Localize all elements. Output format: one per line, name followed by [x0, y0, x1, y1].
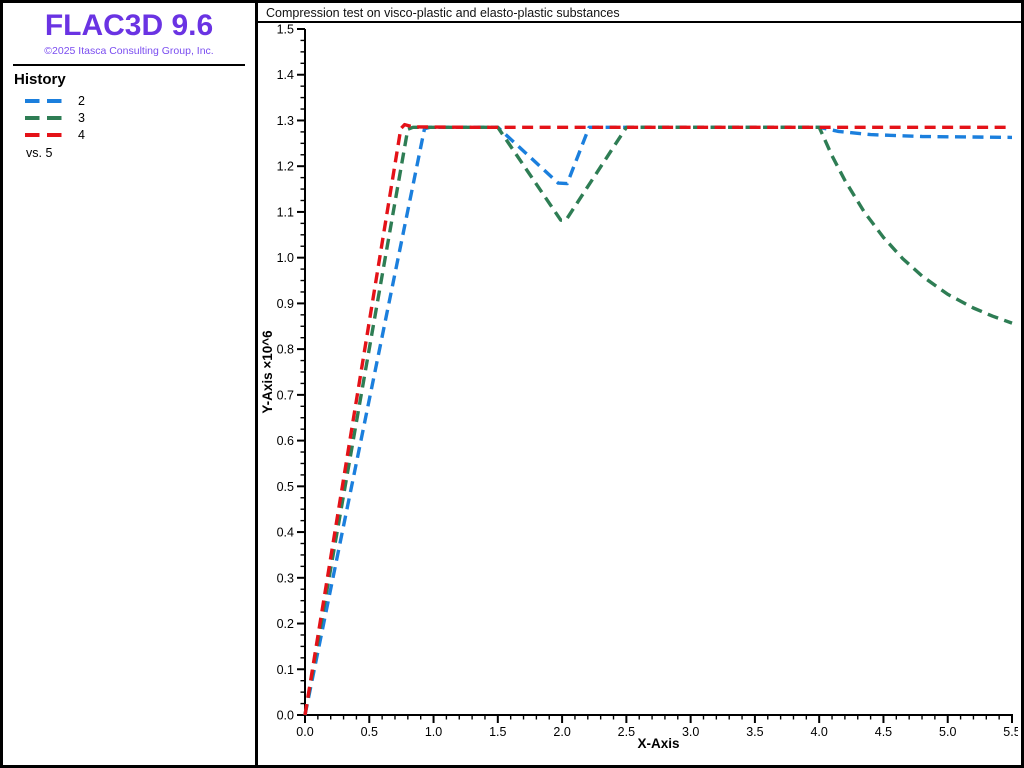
plot-region: 0.0 0.5 1.0 1.5 2.0 2.5 3.0 3.5 4.0 4.5 5.0 5.5 0.0 0…: [258, 23, 1021, 765]
y-tick-label: 0.7: [277, 388, 294, 402]
dashed-line-swatch-icon: [25, 98, 62, 103]
plot-pane: Compression test on visco-plastic and el…: [258, 3, 1021, 765]
y-tick-label: 0.8: [277, 343, 294, 357]
legend-item-label: 2: [78, 93, 85, 108]
control-panel: FLAC3D 9.6 ©2025 Itasca Consulting Group…: [3, 3, 258, 765]
copyright-text: ©2025 Itasca Consulting Group, Inc.: [44, 45, 214, 57]
y-tick-label: 0.2: [277, 617, 294, 631]
y-tick-label: 1.2: [277, 160, 294, 174]
y-tick-label: 0.1: [277, 663, 294, 677]
legend-item-3: 3: [14, 109, 255, 126]
history-curve-2: [303, 125, 1013, 716]
x-tick-label: 2.0: [553, 725, 570, 739]
flac3d-logo: FLAC3D 9.6: [44, 9, 214, 42]
x-tick-label: 4.5: [875, 725, 892, 739]
x-tick-label: 1.0: [425, 725, 442, 739]
y-tick-label: 0.3: [277, 571, 294, 585]
y-tick-label: 1.1: [277, 205, 294, 219]
y-tick-label: 0.9: [277, 297, 294, 311]
y-tick-label: 1.3: [277, 114, 294, 128]
legend-item-2: 2: [14, 92, 255, 109]
y-tick-label: 0.6: [277, 434, 294, 448]
legend-title: History: [14, 71, 66, 88]
logo-block: FLAC3D 9.6 ©2025 Itasca Consulting Group…: [3, 7, 255, 58]
history-curve-4: [303, 122, 1012, 716]
x-axis-title: X-Axis: [637, 736, 679, 751]
x-tick-label: 1.5: [489, 725, 506, 739]
x-tick-label: 5.5: [1003, 725, 1018, 739]
y-tick-label: 0.5: [277, 480, 294, 494]
history-curve-3: [303, 125, 1013, 716]
legend-vs-label: vs. 5: [26, 146, 53, 160]
x-tick-label: 0.5: [361, 725, 378, 739]
legend-rows: 2 3 4: [14, 92, 255, 143]
y-tick-label: 0.4: [277, 526, 294, 540]
y-tick-label: 1.4: [277, 68, 294, 82]
y-axis-title: Y-Axis ×10^6: [260, 330, 275, 414]
y-tick-label: 0.0: [277, 709, 294, 723]
dashed-line-swatch-icon: [25, 132, 62, 137]
dashed-line-swatch-icon: [25, 115, 62, 120]
legend-item-4: 4: [14, 126, 255, 143]
x-tick-label: 4.0: [810, 725, 827, 739]
x-tick-label: 0.0: [296, 725, 313, 739]
sidebar-divider: [13, 64, 245, 66]
history-legend: History 2 3 4 vs. 5: [3, 66, 255, 160]
legend-item-label: 4: [78, 127, 85, 142]
x-tick-label: 3.0: [682, 725, 699, 739]
x-tick-label: 5.0: [939, 725, 956, 739]
y-tick-label: 1.0: [277, 251, 294, 265]
legend-item-label: 3: [78, 110, 85, 125]
y-tick-label: 1.5: [277, 23, 294, 37]
x-tick-label: 2.5: [618, 725, 635, 739]
plot-title: Compression test on visco-plastic and el…: [258, 3, 1021, 23]
plot-canvas[interactable]: 0.0 0.5 1.0 1.5 2.0 2.5 3.0 3.5 4.0 4.5 5.0 5.5 0.0 0…: [258, 23, 1018, 763]
x-tick-label: 3.5: [746, 725, 763, 739]
